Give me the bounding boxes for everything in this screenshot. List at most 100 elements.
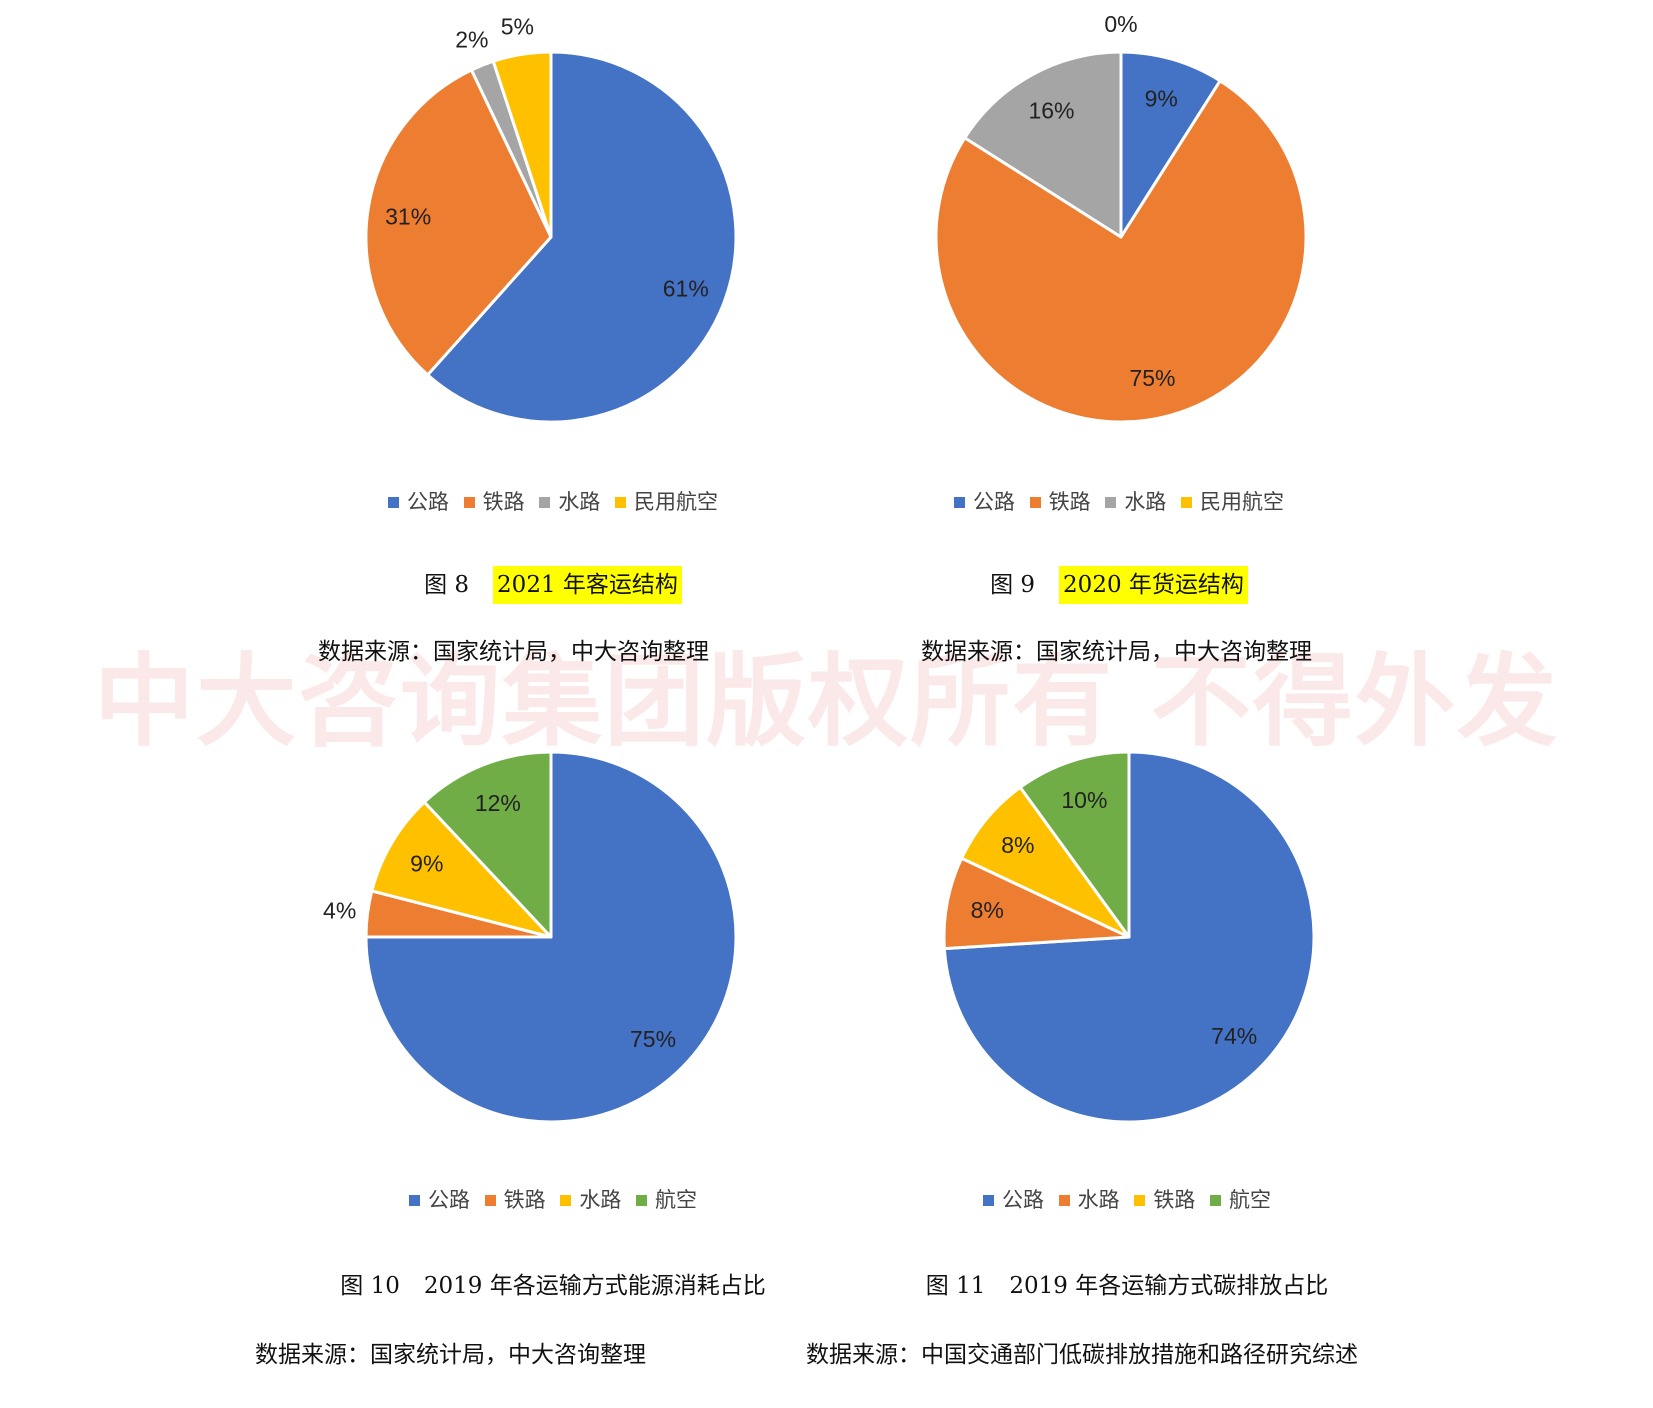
- legend-swatch: [387, 497, 399, 508]
- figure-number: 图 11: [925, 1273, 986, 1299]
- legend-swatch: [560, 1195, 572, 1206]
- legend-label: 公路: [1001, 1188, 1044, 1212]
- data-source: 数据来源：国家统计局，中大咨询整理: [921, 639, 1312, 665]
- figure-title: 2019 年各运输方式碳排放占比: [1009, 1273, 1329, 1299]
- data-label-铁路: 75%: [1129, 365, 1175, 391]
- figure-caption: 图 8 2021 年客运结构: [140, 565, 966, 604]
- data-label-水路: 16%: [1028, 98, 1074, 124]
- data-label-水路: 2%: [455, 26, 488, 52]
- legend-swatch: [484, 1195, 496, 1206]
- data-label-铁路: 4%: [323, 897, 356, 923]
- pie-slice-公路: [426, 50, 738, 424]
- legend-swatch: [1210, 1195, 1222, 1206]
- legend-swatch: [539, 497, 551, 508]
- legend-item: 铁路: [484, 1184, 546, 1214]
- figure-title: 2019 年各运输方式能源消耗占比: [423, 1273, 766, 1299]
- legend-label: 公路: [427, 1188, 470, 1212]
- legend-label: 水路: [1077, 1188, 1120, 1212]
- pie-slice-水路: [370, 800, 553, 939]
- legend-label: 航空: [1229, 1188, 1272, 1212]
- legend-swatch: [408, 1195, 420, 1206]
- legend-swatch: [615, 497, 627, 508]
- legend-swatch: [982, 1195, 994, 1206]
- data-source: 数据来源：国家统计局，中大咨询整理: [255, 1342, 646, 1368]
- chart-panel-freight-2020: 9% 75% 16% 0% 公路 铁路 水路 民用航空 图 9 2020 年货运结构: [706, 0, 1532, 700]
- pie-chart-energy-2019: 75% 4% 9% 12%: [323, 750, 738, 1124]
- legend-label: 民用航空: [634, 490, 719, 514]
- pie-chart-passenger-2021: 61% 31% 2% 5%: [364, 14, 738, 424]
- data-label-公路: 61%: [663, 275, 709, 301]
- pie-slice-铁路: [934, 79, 1308, 424]
- figure-number: 图 10: [340, 1273, 400, 1299]
- data-label-铁路: 31%: [385, 203, 431, 229]
- figure-caption: 图 10 2019 年各运输方式能源消耗占比: [140, 1266, 966, 1300]
- legend-item: 水路: [539, 486, 600, 516]
- pie-slice-水路: [942, 856, 1131, 951]
- pie-slice-航空: [1018, 750, 1131, 939]
- data-label-水路: 9%: [410, 851, 443, 877]
- legend-item: 民用航空: [1181, 486, 1284, 516]
- data-label-民用航空: 0%: [1104, 11, 1137, 37]
- figure-title: 2020 年货运结构: [1059, 566, 1248, 604]
- legend-label: 水路: [1124, 490, 1167, 514]
- legend-label: 公路: [406, 490, 449, 514]
- data-label-民用航空: 5%: [501, 14, 534, 40]
- figure-caption: 图 9 2020 年货运结构: [706, 565, 1532, 604]
- data-label-公路: 74%: [1211, 1023, 1257, 1049]
- data-label-公路: 9%: [1145, 85, 1178, 111]
- legend-swatch: [636, 1195, 648, 1206]
- chart-legend: 公路 铁路 水路 民用航空: [706, 486, 1532, 516]
- legend-item: 公路: [408, 1184, 470, 1214]
- pie-slice-铁路: [364, 68, 553, 377]
- legend-swatch: [1181, 497, 1193, 508]
- legend-label: 铁路: [1048, 490, 1091, 514]
- pie-slice-铁路: [960, 785, 1131, 939]
- data-source: 数据来源：中国交通部门低碳排放措施和路径研究综述: [806, 1342, 1358, 1368]
- legend-label: 航空: [655, 1188, 698, 1212]
- chart-panel-energy-2019: 75% 4% 9% 12% 公路 铁路 水路 航空 图 10 2019 年各运输方式能源…: [140, 700, 966, 1400]
- data-label-水路: 8%: [971, 897, 1004, 923]
- data-label-铁路: 8%: [1001, 832, 1034, 858]
- pie-chart-carbon-2019: 74% 8% 8% 10%: [942, 750, 1316, 1124]
- legend-item: 公路: [982, 1184, 1044, 1214]
- pie-slice-航空: [422, 750, 553, 939]
- legend-label: 铁路: [1153, 1188, 1196, 1212]
- legend-item: 铁路: [463, 486, 525, 516]
- chart-legend: 公路 水路 铁路 航空: [714, 1184, 1540, 1214]
- pie-slice-公路: [1119, 50, 1222, 239]
- legend-swatch: [953, 497, 965, 508]
- pie-slice-公路: [364, 750, 738, 1124]
- legend-item: 公路: [953, 486, 1015, 516]
- legend-item: 航空: [1210, 1184, 1271, 1214]
- data-label-公路: 75%: [630, 1026, 676, 1052]
- legend-label: 民用航空: [1200, 490, 1285, 514]
- legend-label: 铁路: [482, 490, 525, 514]
- data-label-航空: 10%: [1061, 787, 1107, 813]
- data-label-航空: 12%: [475, 790, 521, 816]
- legend-item: 公路: [387, 486, 449, 516]
- legend-item: 航空: [636, 1184, 697, 1214]
- chart-legend: 公路 铁路 水路 民用航空: [140, 486, 966, 516]
- figure-number: 图 9: [990, 572, 1036, 598]
- legend-label: 公路: [972, 490, 1015, 514]
- legend-label: 铁路: [503, 1188, 546, 1212]
- legend-item: 水路: [1105, 486, 1166, 516]
- legend-swatch: [1134, 1195, 1146, 1206]
- legend-item: 铁路: [1134, 1184, 1195, 1214]
- figure-number: 图 8: [424, 572, 470, 598]
- figure-title: 2021 年客运结构: [493, 566, 682, 604]
- legend-item: 民用航空: [615, 486, 718, 516]
- legend-swatch: [463, 497, 475, 508]
- legend-item: 铁路: [1029, 486, 1091, 516]
- legend-label: 水路: [579, 1188, 622, 1212]
- figure-caption: 图 11 2019 年各运输方式碳排放占比: [714, 1266, 1540, 1300]
- legend-item: 水路: [560, 1184, 621, 1214]
- legend-swatch: [1058, 1195, 1070, 1206]
- legend-label: 水路: [558, 490, 601, 514]
- legend-swatch: [1105, 497, 1117, 508]
- legend-item: 水路: [1058, 1184, 1120, 1214]
- chart-panel-passenger-2021: 61% 31% 2% 5% 公路 铁路 水路 民用航空 图 8 2021 年客运结构: [140, 0, 966, 700]
- pie-chart-freight-2020: 9% 75% 16% 0%: [934, 11, 1308, 424]
- pie-slice-水路: [963, 50, 1123, 239]
- legend-swatch: [1029, 497, 1041, 508]
